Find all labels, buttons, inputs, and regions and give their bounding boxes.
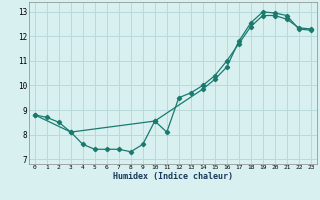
X-axis label: Humidex (Indice chaleur): Humidex (Indice chaleur) [113,172,233,181]
